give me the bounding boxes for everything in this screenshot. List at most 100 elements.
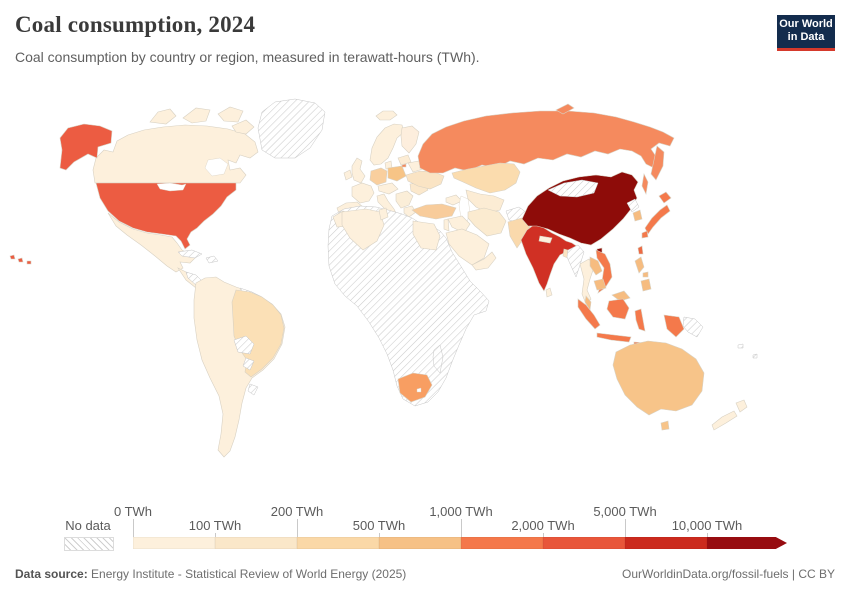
country-baltic-states[interactable] <box>397 154 412 166</box>
country-laos[interactable] <box>589 256 603 276</box>
country-japan[interactable] <box>644 204 671 235</box>
country-saudi-arabia[interactable] <box>445 228 490 266</box>
country-philippines[interactable] <box>634 256 645 274</box>
country-arctic-islands[interactable] <box>149 108 177 125</box>
country-iceland[interactable] <box>375 110 398 121</box>
country-united-states[interactable] <box>95 182 237 250</box>
country-russia[interactable] <box>417 110 675 174</box>
country-nepal[interactable] <box>538 235 553 244</box>
country-mongolia[interactable] <box>547 179 599 198</box>
country-sri-lanka[interactable] <box>545 287 553 298</box>
legend-color-segment[interactable] <box>379 537 461 549</box>
country-central-asia[interactable] <box>465 189 505 214</box>
legend-tick-label: 10,000 TWh <box>671 518 743 533</box>
country-hawaii-us[interactable] <box>9 254 32 265</box>
legend-tick-label: 5,000 TWh <box>593 504 657 519</box>
country-germany[interactable] <box>369 167 388 186</box>
country-iran[interactable] <box>467 207 507 237</box>
legend-color-segment[interactable] <box>707 537 787 549</box>
country-arctic-islands[interactable] <box>231 119 255 135</box>
country-tunisia[interactable] <box>378 207 389 221</box>
legend-color-segment[interactable] <box>625 537 707 549</box>
credit-link[interactable]: OurWorldinData.org/fossil-fuels | CC BY <box>622 567 835 581</box>
country-hispaniola[interactable] <box>205 255 219 264</box>
country-pacific-islands[interactable] <box>737 343 758 359</box>
country-taiwan[interactable] <box>637 245 644 255</box>
country-france[interactable] <box>351 182 375 204</box>
country-tasmania-australia[interactable] <box>660 420 670 431</box>
country-indonesia[interactable] <box>606 298 630 320</box>
page-title: Coal consumption, 2024 <box>15 12 256 37</box>
legend-tick-line <box>625 519 626 537</box>
legend-color-segment[interactable] <box>215 537 297 549</box>
hudson-bay <box>204 157 229 177</box>
country-myanmar[interactable] <box>566 244 585 278</box>
country-philippines[interactable] <box>642 271 649 278</box>
country-indonesia[interactable] <box>634 308 646 332</box>
country-united-kingdom[interactable] <box>351 157 366 184</box>
country-levant[interactable] <box>443 218 450 232</box>
country-papua-new-guinea[interactable] <box>682 316 704 338</box>
country-south-korea[interactable] <box>632 209 643 222</box>
country-arctic-islands[interactable] <box>182 107 211 124</box>
country-finland[interactable] <box>400 125 420 154</box>
country-balkans[interactable] <box>395 190 414 209</box>
country-canada[interactable] <box>92 124 259 184</box>
owid-logo-line1: Our World <box>779 18 833 30</box>
country-syria-iraq[interactable] <box>447 215 471 234</box>
legend-tick-label: 1,000 TWh <box>429 504 493 519</box>
country-cambodia[interactable] <box>593 278 607 291</box>
country-greece[interactable] <box>403 205 417 218</box>
country-egypt[interactable] <box>412 220 441 251</box>
country-japan[interactable] <box>658 191 672 204</box>
legend-tick-line <box>297 519 298 537</box>
country-paraguay[interactable] <box>242 357 255 371</box>
country-central-europe[interactable] <box>377 182 399 195</box>
country-malaysia[interactable] <box>611 290 631 302</box>
country-madagascar[interactable] <box>432 344 444 374</box>
country-kaliningrad[interactable] <box>401 163 407 168</box>
country-australia[interactable] <box>612 340 705 416</box>
country-turkey[interactable] <box>411 203 457 220</box>
country-sakhalin-russia[interactable] <box>641 173 649 195</box>
legend-tick-label: 2,000 TWh <box>511 518 575 533</box>
country-indonesia[interactable] <box>663 314 685 338</box>
country-japan[interactable] <box>641 230 649 239</box>
country-philippines[interactable] <box>640 278 652 292</box>
country-novaya-zemlya-russia[interactable] <box>555 103 575 115</box>
country-bolivia[interactable] <box>233 335 255 355</box>
country-africa-nodata[interactable] <box>327 205 490 407</box>
legend-no-data-swatch[interactable] <box>64 537 114 551</box>
country-mexico[interactable] <box>107 212 196 273</box>
country-north-korea[interactable] <box>626 198 640 213</box>
country-new-zealand[interactable] <box>735 399 748 413</box>
country-arctic-islands[interactable] <box>217 106 244 123</box>
country-indonesia[interactable] <box>577 298 601 330</box>
country-ireland[interactable] <box>343 169 353 181</box>
country-uruguay[interactable] <box>247 383 259 396</box>
legend-color-segment[interactable] <box>133 537 215 549</box>
country-brazil[interactable] <box>231 289 285 378</box>
country-kazakhstan[interactable] <box>451 162 521 194</box>
owid-logo-line2: in Data <box>787 31 825 43</box>
owid-logo[interactable]: Our World in Data <box>777 15 835 51</box>
legend-color-segment[interactable] <box>461 537 543 549</box>
legend-color-segment[interactable] <box>543 537 625 549</box>
legend-color-segment[interactable] <box>297 537 379 549</box>
country-greenland[interactable] <box>257 98 326 159</box>
country-ukraine[interactable] <box>405 170 445 190</box>
country-vietnam[interactable] <box>595 249 613 294</box>
country-indonesia[interactable] <box>596 332 632 343</box>
country-poland[interactable] <box>387 165 407 182</box>
country-alaska-us[interactable] <box>59 123 113 171</box>
country-algeria[interactable] <box>341 208 385 251</box>
country-new-zealand[interactable] <box>711 410 738 431</box>
country-yemen-oman[interactable] <box>471 251 497 271</box>
country-kamchatka-russia[interactable] <box>650 145 665 181</box>
legend-tick-label: 500 TWh <box>352 518 406 533</box>
country-cuba[interactable] <box>177 249 203 259</box>
country-south-africa[interactable] <box>397 372 433 403</box>
country-caucasus[interactable] <box>445 194 463 206</box>
